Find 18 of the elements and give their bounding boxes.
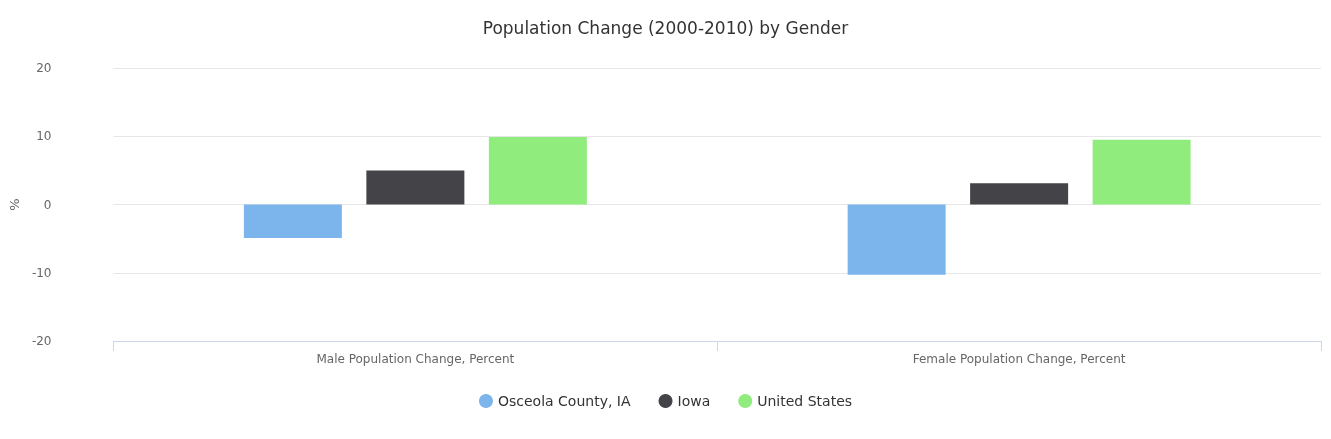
bar (970, 183, 1069, 205)
legend-label: Iowa (677, 393, 711, 409)
y-tick-label: 10 (36, 129, 52, 144)
legend-label: United States (757, 393, 853, 409)
bar (366, 170, 465, 205)
y-tick-label: 20 (36, 61, 52, 75)
bar (243, 204, 342, 238)
bar (1092, 139, 1191, 205)
bar (847, 204, 946, 275)
y-tick-label: -20 (31, 334, 52, 348)
y-tick-label: -10 (31, 265, 52, 280)
x-tick-label: Male Population Change, Percent (316, 352, 515, 366)
legend-label: Osceola County, IA (497, 393, 631, 409)
x-tick-label: Female Population Change, Percent (912, 352, 1126, 366)
y-axis-title: % (7, 198, 22, 211)
bar (488, 136, 587, 205)
chart-title: Population Change (2000-2010) by Gender (482, 17, 849, 38)
y-tick-label: 0 (43, 197, 52, 212)
